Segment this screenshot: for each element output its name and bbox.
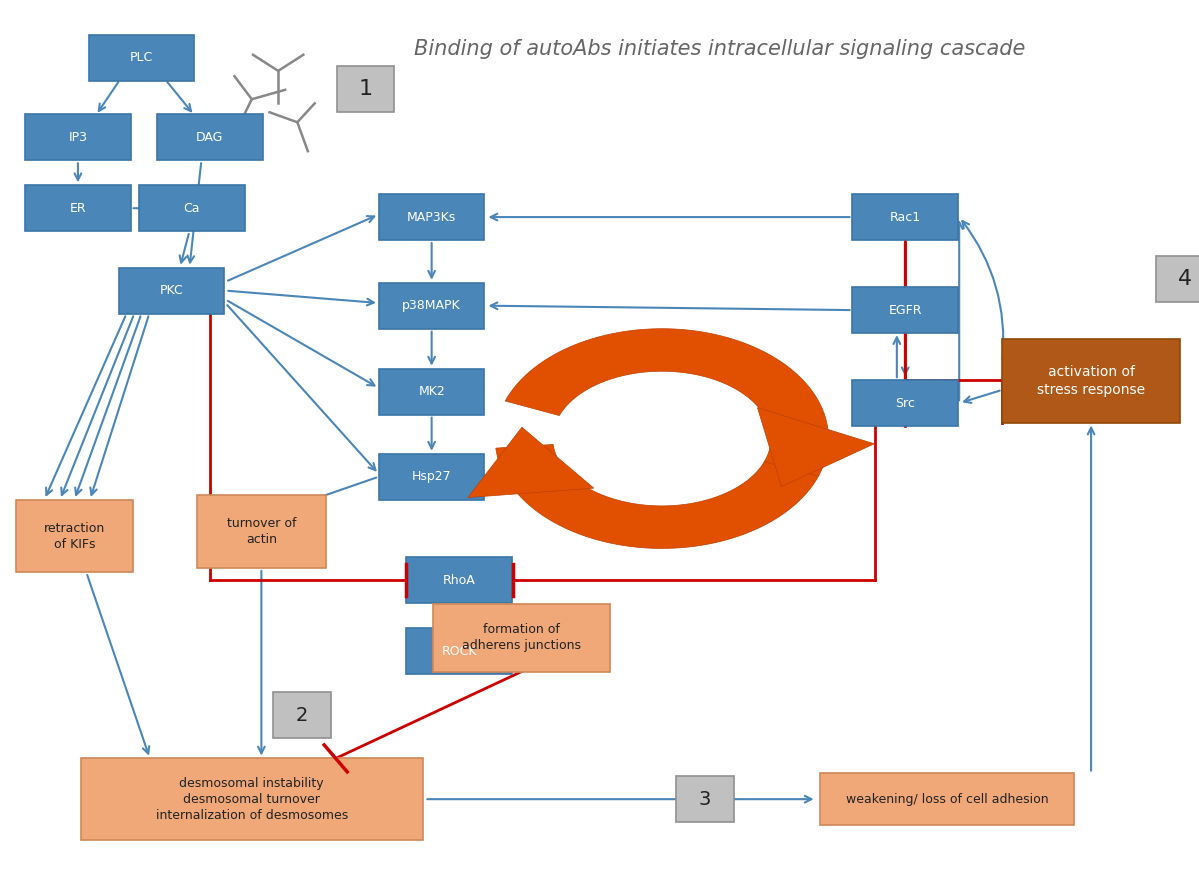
Text: retraction
of KIFs: retraction of KIFs: [43, 522, 106, 550]
FancyBboxPatch shape: [379, 283, 484, 329]
Text: RhoA: RhoA: [442, 574, 476, 587]
FancyBboxPatch shape: [119, 268, 224, 314]
Text: Hsp27: Hsp27: [411, 470, 452, 483]
FancyBboxPatch shape: [139, 185, 245, 231]
FancyBboxPatch shape: [852, 194, 958, 240]
FancyBboxPatch shape: [852, 380, 958, 426]
Text: desmosomal instability
desmosomal turnover
internalization of desmosomes: desmosomal instability desmosomal turnov…: [156, 777, 348, 821]
Polygon shape: [758, 408, 874, 486]
Text: DAG: DAG: [197, 131, 223, 144]
FancyBboxPatch shape: [406, 628, 512, 674]
Text: PLC: PLC: [129, 51, 153, 64]
Text: MK2: MK2: [418, 385, 445, 398]
Text: weakening/ loss of cell adhesion: weakening/ loss of cell adhesion: [846, 793, 1048, 805]
FancyBboxPatch shape: [852, 287, 958, 333]
FancyBboxPatch shape: [337, 66, 394, 112]
Text: activation of
stress response: activation of stress response: [1037, 365, 1145, 397]
Text: turnover of
actin: turnover of actin: [227, 517, 296, 546]
FancyBboxPatch shape: [379, 194, 484, 240]
FancyBboxPatch shape: [25, 185, 131, 231]
Text: 2: 2: [296, 705, 308, 725]
Text: ROCK: ROCK: [441, 645, 477, 657]
FancyBboxPatch shape: [16, 500, 133, 572]
FancyBboxPatch shape: [406, 557, 512, 603]
Text: 4: 4: [1177, 269, 1192, 289]
FancyBboxPatch shape: [25, 114, 131, 160]
FancyBboxPatch shape: [676, 776, 734, 822]
FancyBboxPatch shape: [820, 773, 1074, 825]
FancyBboxPatch shape: [157, 114, 263, 160]
Text: PKC: PKC: [159, 284, 183, 297]
Text: p38MAPK: p38MAPK: [403, 299, 460, 312]
Text: MAP3Ks: MAP3Ks: [406, 211, 457, 223]
Polygon shape: [505, 329, 829, 476]
Text: formation of
adherens junctions: formation of adherens junctions: [462, 624, 582, 652]
Text: 3: 3: [699, 789, 711, 809]
Text: EGFR: EGFR: [888, 304, 922, 316]
Text: Binding of autoAbs initiates intracellular signaling cascade: Binding of autoAbs initiates intracellul…: [414, 39, 1025, 58]
Polygon shape: [468, 427, 594, 498]
Text: ER: ER: [70, 202, 86, 214]
FancyBboxPatch shape: [433, 604, 610, 672]
FancyBboxPatch shape: [273, 692, 331, 738]
FancyBboxPatch shape: [82, 758, 422, 840]
FancyBboxPatch shape: [89, 35, 194, 81]
FancyBboxPatch shape: [1156, 256, 1199, 302]
Polygon shape: [496, 445, 819, 548]
FancyBboxPatch shape: [379, 369, 484, 415]
Text: 1: 1: [359, 79, 373, 98]
Text: Rac1: Rac1: [890, 211, 921, 223]
FancyBboxPatch shape: [197, 495, 326, 568]
FancyBboxPatch shape: [1002, 339, 1180, 423]
Text: Src: Src: [896, 397, 915, 409]
Text: IP3: IP3: [68, 131, 88, 144]
Text: Ca: Ca: [183, 202, 200, 214]
FancyBboxPatch shape: [379, 454, 484, 500]
